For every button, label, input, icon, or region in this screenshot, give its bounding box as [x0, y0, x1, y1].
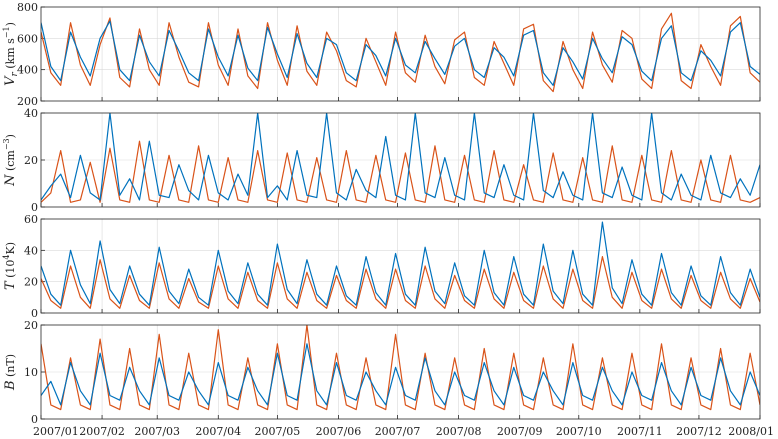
- ylabel-units: (cm: [4, 150, 17, 175]
- ylabel-units-sup: −3: [2, 138, 11, 150]
- y-axis-label: Vr (km s−1): [2, 22, 20, 86]
- series-line-blue: [41, 20, 760, 86]
- y-tick-label: 0: [31, 307, 38, 320]
- ylabel-symbol: N: [3, 174, 18, 187]
- y-tick-label: 800: [17, 1, 38, 14]
- ylabel-units: (nT): [4, 354, 17, 381]
- panel-n: 0 20 40 N (cm−3): [2, 107, 761, 214]
- ylabel-symbol: V: [3, 75, 18, 86]
- ylabel-units-sup: 4: [2, 254, 11, 259]
- x-tick-label: 2007/07: [375, 425, 421, 438]
- y-tick-label: 40: [24, 244, 38, 257]
- y-tick-label: 20: [24, 276, 38, 289]
- x-tick-label: 2007/04: [195, 425, 241, 438]
- panel-frame: [40, 112, 761, 208]
- y-tick-label: 40: [24, 107, 38, 120]
- x-tick-label: 2008/01: [728, 425, 774, 438]
- ylabel-units: (km s: [4, 38, 17, 72]
- x-tick-label: 2007/09: [497, 425, 543, 438]
- panel-frame: [40, 6, 761, 102]
- x-tick-label: 2007/02: [79, 425, 125, 438]
- y-tick-label: 0: [31, 201, 38, 214]
- x-tick-label: 2007/10: [556, 425, 602, 438]
- x-tick-label: 2007/11: [617, 425, 663, 438]
- y-tick-label: 20: [24, 319, 38, 332]
- y-tick-label: 600: [17, 32, 38, 45]
- y-tick-label: 10: [24, 366, 38, 379]
- x-tick-label: 2007/05: [255, 425, 301, 438]
- y-axis-label: N (cm−3): [2, 134, 18, 187]
- ylabel-units: (10: [4, 260, 17, 282]
- y-axis-label: B (nT): [3, 354, 18, 391]
- y-tick-label: 400: [17, 64, 38, 77]
- panel-b: 0 10 20 B (nT): [3, 319, 761, 426]
- y-axis-label: T (104K): [2, 242, 18, 290]
- x-tick-label: 2007/08: [436, 425, 482, 438]
- series-line-orange: [41, 140, 760, 203]
- series-line-orange: [41, 256, 760, 309]
- series-line-blue: [41, 221, 760, 306]
- series-line-orange: [41, 325, 760, 411]
- ylabel-units-end: ): [4, 134, 17, 138]
- series-line-blue: [41, 343, 760, 406]
- series-line-blue: [41, 113, 760, 201]
- ylabel-symbol: T: [3, 280, 18, 290]
- y-tick-label: 60: [24, 213, 38, 226]
- ylabel-units-end: ): [4, 22, 17, 26]
- y-tick-label: 0: [31, 413, 38, 426]
- x-tick-label: 2007/12: [676, 425, 722, 438]
- y-tick-label: 20: [24, 154, 38, 167]
- panel-vr: 200 400 600 800 Vr (km s−1): [2, 1, 761, 108]
- panel-t: 0 20 40 60 T (104K): [2, 213, 761, 320]
- ylabel-units-end: K): [4, 242, 17, 255]
- ylabel-symbol: B: [3, 380, 18, 391]
- x-tick-label: 2007/06: [316, 425, 362, 438]
- y-tick-label: 200: [17, 95, 38, 108]
- ylabel-subscript: r: [10, 72, 20, 77]
- x-tick-label: 2007/01: [33, 425, 79, 438]
- ylabel-units-sup: −1: [2, 26, 11, 38]
- x-tick-label: 2007/03: [134, 425, 180, 438]
- panel-frame: [40, 324, 761, 420]
- panel-frame: [40, 218, 761, 314]
